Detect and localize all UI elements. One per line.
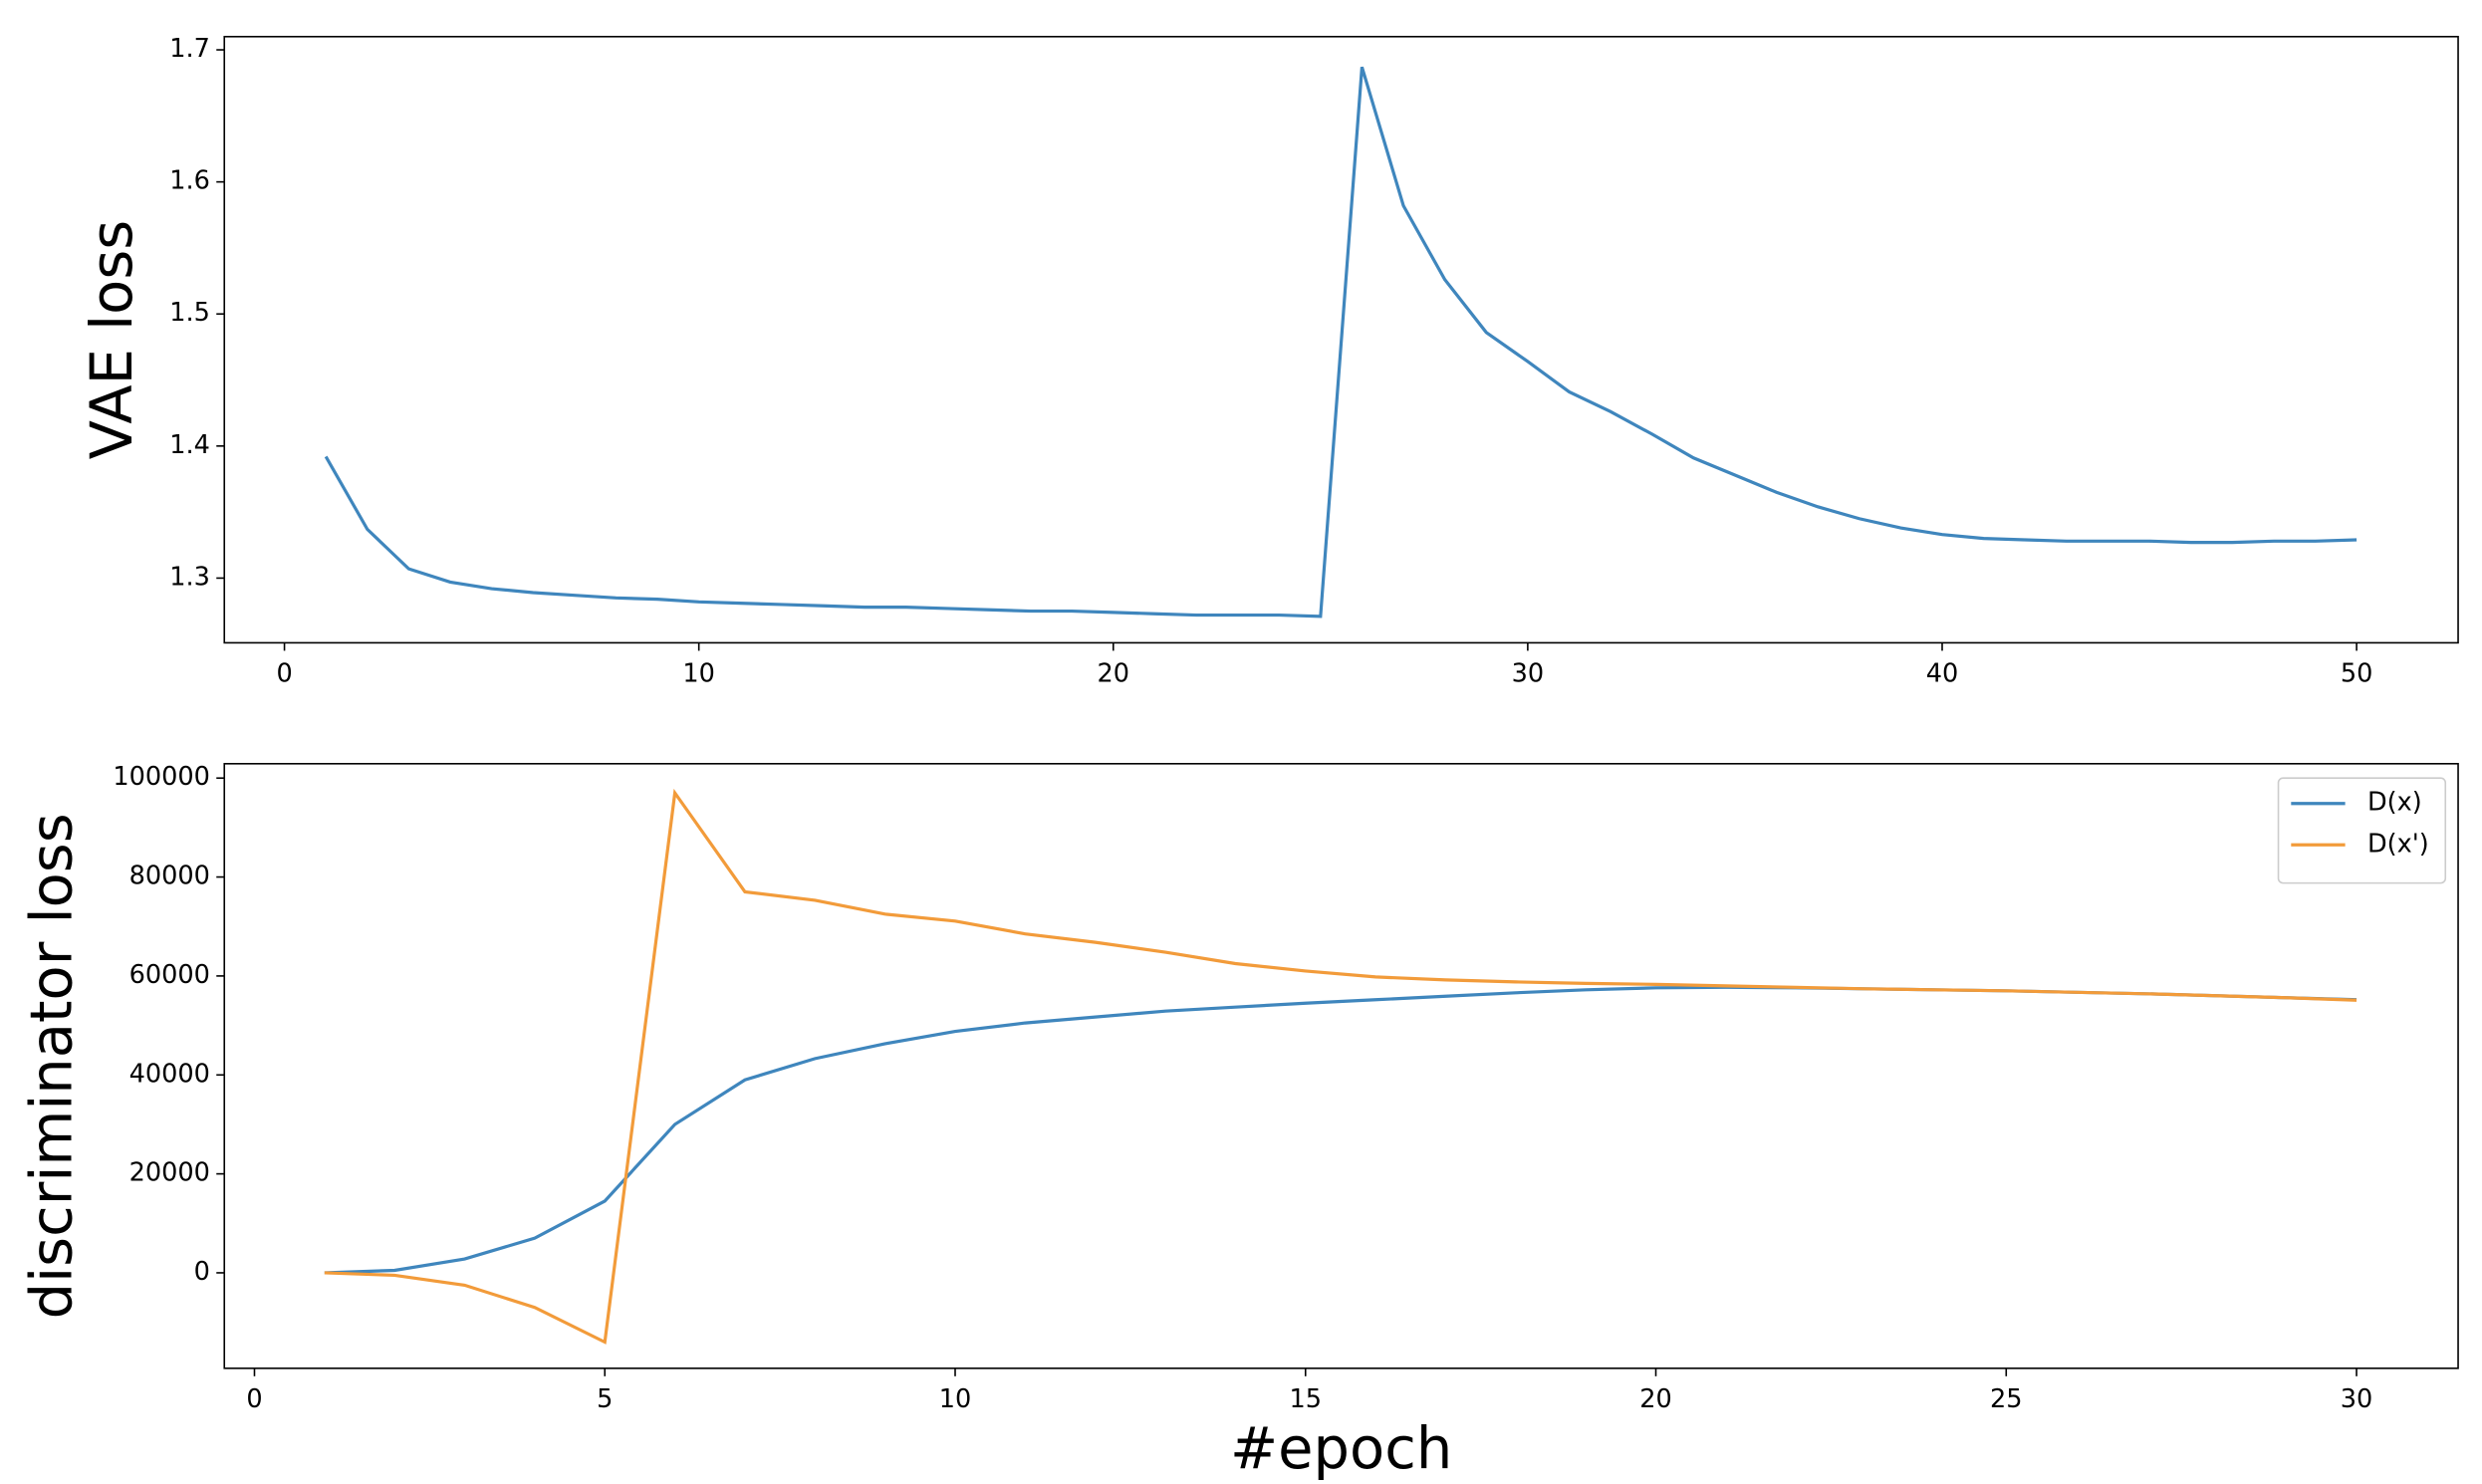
y-tick-label: 1.3	[169, 562, 210, 592]
x-tick-label: 10	[939, 1384, 972, 1414]
line-series	[324, 985, 2358, 1275]
y-tick-label: 1.6	[169, 166, 210, 196]
x-tick-label: 25	[1990, 1384, 2023, 1414]
x-tick-label: 0	[246, 1384, 262, 1414]
x-tick-label: 30	[2341, 1384, 2373, 1414]
y-tick-label: 80000	[129, 862, 210, 891]
legend-label: D(x')	[2367, 829, 2429, 859]
legend-label: D(x)	[2367, 788, 2422, 818]
y-axis-label: VAE loss	[79, 220, 145, 460]
line-series	[324, 66, 2358, 618]
y-tick-label: 1.4	[169, 430, 210, 460]
x-tick-label: 10	[682, 658, 715, 688]
y-axis-label: discriminator loss	[19, 813, 86, 1319]
y-tick-label: 100000	[113, 762, 210, 792]
plot-frame	[223, 763, 2459, 1369]
y-tick-label: 20000	[129, 1158, 210, 1188]
x-tick-label: 30	[1512, 658, 1545, 688]
y-tick-label: 0	[194, 1257, 210, 1287]
plot-frame	[223, 35, 2459, 644]
x-tick-label: 5	[597, 1384, 613, 1414]
x-tick-label: 20	[1639, 1384, 1672, 1414]
x-tick-label: 40	[1926, 658, 1959, 688]
x-tick-label: 20	[1098, 658, 1130, 688]
line-series	[324, 788, 2358, 1345]
x-axis-label: #epoch	[1230, 1415, 1452, 1482]
y-tick-label: 1.7	[169, 34, 210, 64]
x-tick-label: 0	[276, 658, 292, 688]
x-tick-label: 50	[2341, 658, 2373, 688]
y-tick-label: 60000	[129, 960, 210, 990]
y-tick-label: 40000	[129, 1059, 210, 1089]
x-tick-label: 15	[1290, 1384, 1323, 1414]
y-tick-label: 1.5	[169, 298, 210, 328]
